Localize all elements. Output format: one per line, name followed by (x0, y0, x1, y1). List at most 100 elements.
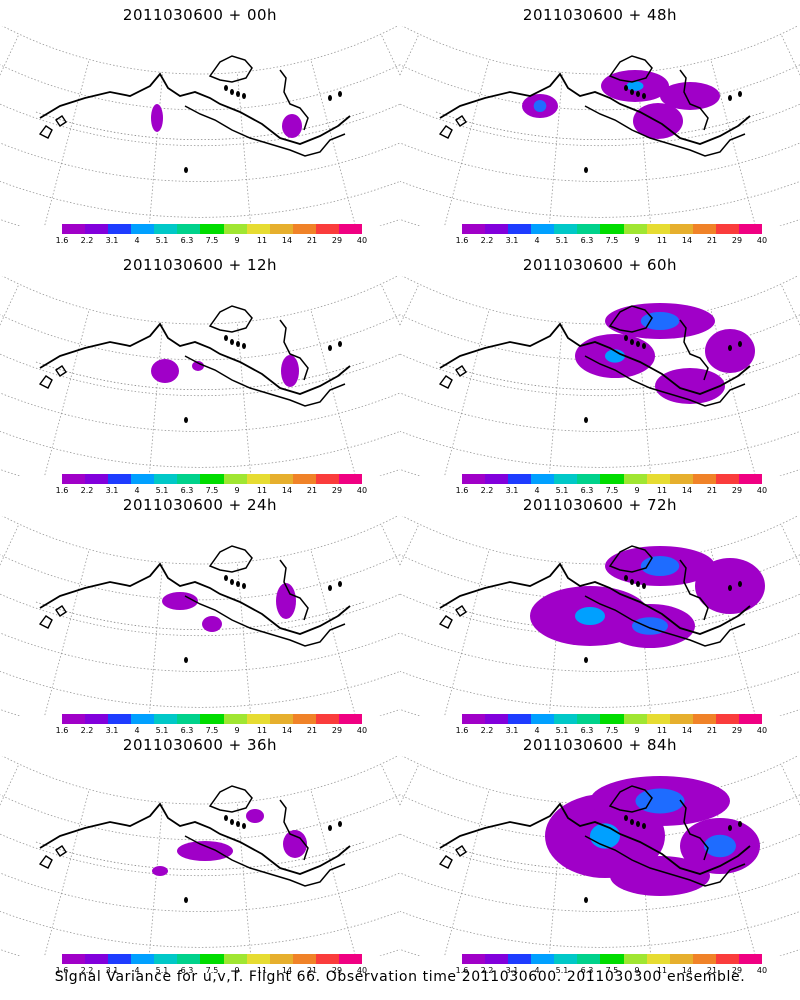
colorbar (62, 224, 363, 236)
colorbar-swatch (246, 954, 270, 964)
polar-map (400, 516, 800, 716)
colorbar-label: 11 (656, 966, 668, 975)
island (338, 821, 342, 827)
colorbar-swatch (600, 474, 624, 484)
colorbar-swatch (554, 954, 578, 964)
colorbar-swatch (738, 954, 763, 964)
variance-region (152, 866, 168, 876)
island (584, 897, 588, 903)
colorbar-label: 2.2 (80, 486, 94, 495)
colorbar-swatch (131, 224, 155, 234)
latitude-line (400, 64, 800, 111)
colorbar-label: 29 (731, 726, 743, 735)
colorbar-swatch (338, 474, 363, 484)
colorbar-swatch (600, 954, 624, 964)
colorbar-label: 1.6 (455, 966, 469, 975)
variance-core (575, 607, 605, 625)
coastline (584, 105, 746, 157)
island (636, 821, 640, 827)
map-border (35, 601, 365, 631)
meridian-line (548, 324, 563, 476)
colorbar-label: 40 (756, 486, 768, 495)
colorbar-label: 11 (656, 236, 668, 245)
coastline (679, 799, 709, 861)
island (184, 417, 188, 423)
coastline (438, 365, 467, 389)
colorbar-swatch (715, 714, 739, 724)
colorbar-swatch (223, 224, 247, 234)
island (738, 341, 742, 347)
colorbar-swatch (462, 224, 486, 234)
colorbar-label: 9 (634, 726, 640, 735)
colorbar-label: 14 (681, 486, 693, 495)
coastline (38, 605, 67, 629)
colorbar-swatch (623, 714, 647, 724)
colorbar-label: 14 (681, 236, 693, 245)
colorbar-label: 9 (234, 966, 240, 975)
colorbar-swatch (485, 714, 509, 724)
island (728, 345, 732, 351)
island (624, 575, 628, 581)
colorbar (462, 714, 763, 726)
colorbar-label: 29 (331, 486, 343, 495)
variance-region (281, 355, 299, 387)
colorbar-label: 11 (256, 236, 268, 245)
colorbar-label: 5.1 (555, 236, 569, 245)
map-border (35, 111, 365, 141)
colorbar-label: 4 (134, 726, 140, 735)
polar-map (400, 756, 800, 956)
coastline (39, 72, 351, 145)
colorbar-swatch (154, 714, 178, 724)
island (636, 341, 640, 347)
island (230, 819, 234, 825)
colorbar-label: 1.6 (55, 486, 69, 495)
colorbar-label: 21 (306, 726, 318, 735)
variance-core (533, 100, 547, 112)
colorbar-swatch (669, 714, 693, 724)
colorbar (462, 224, 763, 236)
colorbar-label: 5.1 (155, 726, 169, 735)
colorbar-swatch (200, 714, 224, 724)
latitude-line (400, 872, 800, 912)
map-border (435, 361, 765, 391)
colorbar-label: 9 (234, 726, 240, 735)
latitude-line (401, 276, 799, 325)
island (642, 93, 646, 99)
colorbar-swatch (269, 224, 293, 234)
latitude-line (0, 64, 400, 111)
polar-map (0, 26, 400, 226)
forecast-panel: 2011030600 + 72h 1.6 2.2 3.1 4 5.1 6.3 7.5 9 11 14… (400, 490, 800, 740)
forecast-panel: 2011030600 + 00h 1.6 2.2 3.1 4 5.1 6.3 7.5 9 11 14… (0, 0, 400, 250)
colorbar-swatch (269, 474, 293, 484)
colorbar-label: 1.6 (455, 726, 469, 735)
colorbar-swatch (485, 954, 509, 964)
latitude-line (0, 314, 400, 361)
colorbar-labels: 1.6 2.2 3.1 4 5.1 6.3 7.5 9 11 14 21 29 40 (56, 966, 368, 978)
colorbar-label: 3.1 (105, 236, 119, 245)
coastline (208, 545, 253, 573)
latitude-line (0, 218, 400, 226)
colorbar (62, 954, 363, 966)
latitude-line (400, 180, 800, 218)
colorbar-swatch (646, 714, 670, 724)
colorbar-swatch (177, 954, 201, 964)
coastline (279, 799, 309, 861)
meridian-line (381, 285, 400, 326)
coastline (279, 559, 309, 621)
island (584, 417, 588, 423)
colorbar-swatch (338, 714, 363, 724)
colorbar-swatch (108, 714, 132, 724)
latitude-line (1, 26, 399, 75)
meridian-line (148, 324, 163, 476)
latitude-line (1, 516, 399, 565)
colorbar-label: 40 (756, 966, 768, 975)
colorbar-swatch (177, 714, 201, 724)
colorbar-swatch (554, 714, 578, 724)
meridian-line (781, 35, 800, 76)
coastline (184, 835, 346, 887)
island (728, 825, 732, 831)
colorbar-label: 5.1 (155, 486, 169, 495)
meridian-line (444, 61, 490, 226)
island (642, 343, 646, 349)
colorbar-label: 11 (256, 486, 268, 495)
